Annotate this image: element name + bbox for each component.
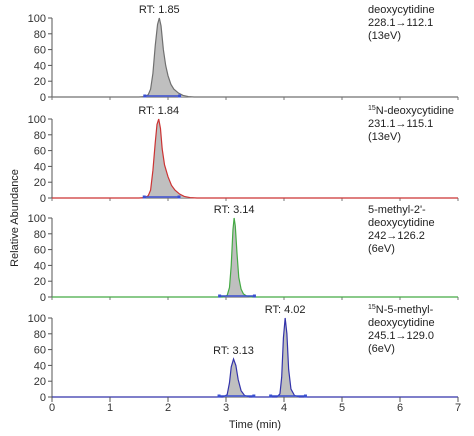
compound-name: 15N-5-methyl- — [368, 304, 434, 316]
y-tick-label: 100 — [28, 213, 46, 225]
y-tick-label: 100 — [28, 114, 46, 126]
integration-marker — [142, 195, 146, 199]
y-axis-title: Relative Abundance — [9, 169, 21, 267]
integration-marker — [143, 94, 147, 98]
x-tick-label: 7 — [455, 402, 461, 414]
trace-line — [52, 317, 458, 398]
isotope-superscript: 15 — [368, 304, 376, 311]
transition-label: (6eV) — [368, 243, 395, 255]
compound-name: 15N-deoxycytidine — [368, 105, 454, 117]
x-tick-label: 3 — [223, 402, 229, 414]
x-tick-label: 2 — [165, 402, 171, 414]
y-tick-label: 100 — [28, 313, 46, 325]
compound-name: deoxycytidine — [368, 4, 435, 16]
integration-marker — [252, 394, 256, 398]
x-axis-title: Time (min) — [229, 419, 281, 431]
y-tick-label: 40 — [34, 161, 46, 173]
y-tick-label: 40 — [34, 260, 46, 272]
y-tick-label: 40 — [34, 360, 46, 372]
y-tick-label: 0 — [40, 92, 46, 104]
integration-marker — [178, 94, 182, 98]
integration-marker — [218, 294, 222, 298]
trace-line — [52, 118, 458, 199]
transition-label: (13eV) — [368, 30, 401, 42]
y-tick-label: 80 — [34, 130, 46, 142]
integration-marker — [303, 394, 307, 398]
x-tick-label: 1 — [107, 402, 113, 414]
y-tick-label: 0 — [40, 292, 46, 304]
transition-label: deoxycytidine — [368, 217, 435, 229]
transition-label: 242→126.2 — [368, 230, 425, 242]
y-tick-label: 80 — [34, 229, 46, 241]
panel-4: 0 20 40 60 80 100 RT: 3.13 RT: 4.02 15N-5-methyl… — [28, 304, 459, 404]
panel-1: 0 20 40 60 80 100 RT: 1.85 deoxycytidine228.1→1… — [28, 4, 459, 104]
rt-label: RT: 4.02 — [265, 304, 306, 316]
compound-name-text: N-5-methyl- — [376, 304, 434, 316]
y-tick-label: 40 — [34, 60, 46, 72]
y-tick-label: 20 — [34, 177, 46, 189]
x-tick-label: 4 — [281, 402, 287, 414]
peak-area — [52, 18, 458, 97]
y-tick-label: 20 — [34, 376, 46, 388]
y-tick-label: 80 — [34, 329, 46, 341]
compound-name: 5-methyl-2'- — [368, 204, 426, 216]
isotope-superscript: 15 — [368, 105, 376, 112]
rt-label: RT: 1.84 — [138, 105, 179, 117]
transition-label: 245.1→129.0 — [368, 330, 434, 342]
y-tick-label: 60 — [34, 146, 46, 158]
rt-label: RT: 3.13 — [213, 345, 254, 357]
integration-marker — [269, 394, 273, 398]
trace-line — [52, 17, 458, 98]
y-tick-label: 80 — [34, 29, 46, 41]
x-tick-label: 6 — [397, 402, 403, 414]
y-tick-label: 20 — [34, 276, 46, 288]
rt-label: RT: 3.14 — [214, 204, 255, 216]
integration-marker — [252, 294, 256, 298]
y-tick-label: 100 — [28, 13, 46, 25]
y-tick-label: 0 — [40, 392, 46, 404]
transition-label: (6eV) — [368, 343, 395, 355]
integration-marker — [217, 394, 221, 398]
compound-name-text: N-deoxycytidine — [376, 105, 454, 117]
peak-area — [52, 119, 458, 198]
x-tick-label: 0 — [49, 402, 55, 414]
transition-label: deoxycytidine — [368, 317, 435, 329]
panel-2: 0 20 40 60 80 100 RT: 1.84 15N-deoxycytidine231… — [28, 105, 459, 205]
transition-label: 228.1→112.1 — [368, 17, 433, 29]
x-tick-label: 5 — [339, 402, 345, 414]
panel-3: 0 20 40 60 80 100 RT: 3.14 5-methyl-2'-deoxycyt… — [28, 204, 459, 304]
integration-marker — [177, 195, 181, 199]
rt-label: RT: 1.85 — [139, 4, 180, 16]
y-tick-label: 60 — [34, 245, 46, 257]
y-tick-label: 20 — [34, 76, 46, 88]
transition-label: 231.1→115.1 — [368, 118, 433, 130]
y-tick-label: 60 — [34, 345, 46, 357]
y-tick-label: 0 — [40, 193, 46, 205]
y-tick-label: 60 — [34, 45, 46, 57]
transition-label: (13eV) — [368, 131, 401, 143]
